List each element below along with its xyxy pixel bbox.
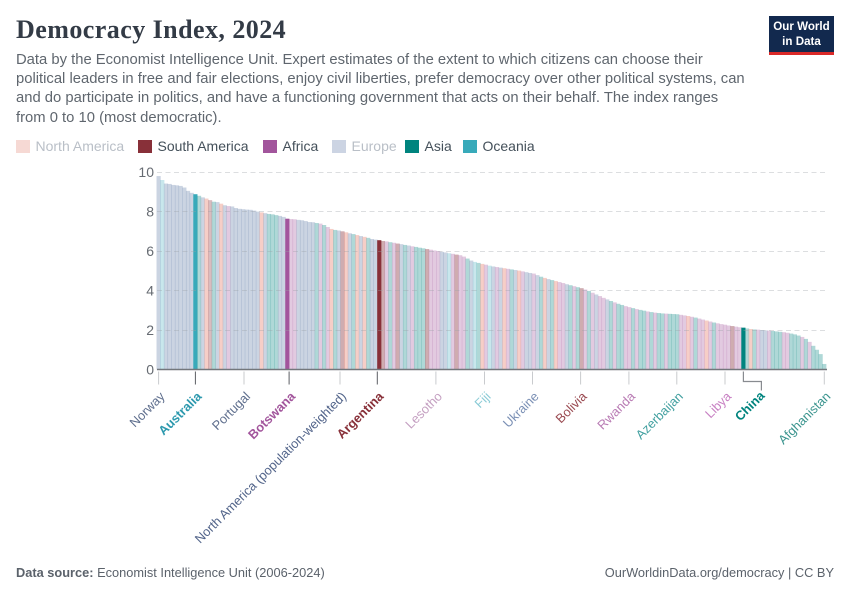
svg-text:Libya: Libya: [702, 388, 735, 421]
svg-text:Azerbaijan: Azerbaijan: [633, 389, 686, 442]
svg-text:8: 8: [146, 204, 154, 220]
svg-text:Lesotho: Lesotho: [402, 389, 445, 432]
svg-text:Bolivia: Bolivia: [552, 388, 590, 426]
svg-text:Rwanda: Rwanda: [594, 388, 638, 432]
svg-text:4: 4: [146, 283, 154, 299]
svg-text:China: China: [732, 387, 768, 423]
svg-text:Fiji: Fiji: [471, 389, 493, 411]
svg-text:Afghanistan: Afghanistan: [775, 389, 833, 447]
svg-text:Botswana: Botswana: [245, 388, 299, 442]
svg-text:10: 10: [138, 164, 154, 180]
svg-text:6: 6: [146, 243, 154, 259]
svg-text:2: 2: [146, 322, 154, 338]
svg-text:0: 0: [146, 362, 154, 378]
svg-text:Portugal: Portugal: [209, 389, 253, 433]
svg-text:Ukraine: Ukraine: [500, 389, 542, 431]
